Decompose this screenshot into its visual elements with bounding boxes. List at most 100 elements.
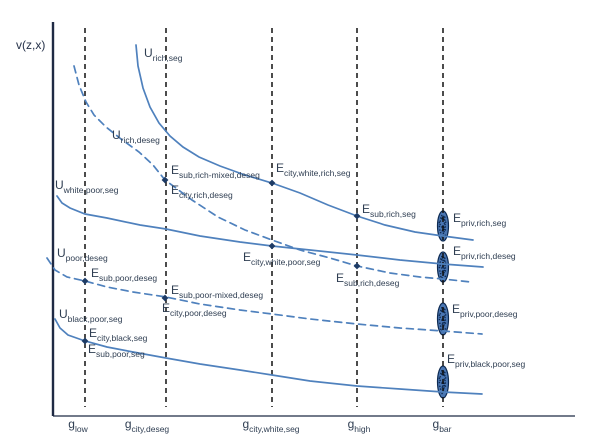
curve-label-u-black-poor-seg: Ublack,poor,seg [59, 307, 123, 324]
ellipse-stipple-dot [440, 328, 442, 331]
ellipse-stipple-dot [444, 226, 447, 228]
ellipse-stipple-dot [444, 328, 447, 330]
ellipse-stipple-dot [440, 217, 442, 219]
ellipse-stipple-dot [444, 322, 447, 324]
ellipse-stipple-dot [439, 220, 442, 222]
ellipse-stipple-dot [439, 385, 441, 388]
point-label-e-sub-poor-deseg: Esub,poor,deseg [91, 266, 158, 283]
equilibrium-point-marker [81, 277, 89, 285]
ellipse-stipple-dot [443, 230, 445, 233]
ellipse-stipple-dot [444, 257, 446, 259]
curve-u-black-poor-seg [54, 318, 483, 395]
ellipse-stipple-dot [443, 315, 446, 317]
ellipse-stipple-dot [444, 379, 446, 382]
curve-label-u-rich-deseg: Urich,deseg [112, 128, 160, 145]
equilibrium-point-marker [353, 262, 361, 270]
ellipse-stipple-dot [440, 258, 442, 260]
point-label-e-priv-black-poor-seg: Epriv,black,poor,seg [447, 352, 526, 369]
ellipse-stipple-dot [439, 223, 441, 226]
point-label-e-city-black-seg: Ecity,black,seg [89, 326, 148, 343]
x-tick-g-bar: gbar [432, 417, 452, 434]
ellipse-stipple-dot [441, 319, 443, 321]
ellipse-stipple-dot [444, 382, 447, 384]
ellipse-stipple-dot [439, 272, 442, 275]
point-label-e-sub-rich-deseg: Esub,rich,deseg [336, 271, 400, 288]
x-tick-g-low: glow [68, 417, 88, 434]
ellipse-stipple-dot [444, 314, 447, 316]
ellipse-stipple-dot [442, 322, 444, 324]
ellipse-stipple-dot [444, 275, 447, 278]
ellipse-stipple-dot [444, 223, 446, 226]
x-tick-g-city-white-seg: gcity,white,seg [242, 417, 300, 434]
ellipse-stipple-dot [438, 266, 441, 269]
point-label-e-priv-rich-seg: Epriv,rich,seg [453, 211, 507, 228]
point-label-e-sub-rich-mixed-deseg: Esub,rich-mixed,deseg [171, 163, 260, 180]
ellipse-stipple-dot [441, 226, 443, 228]
ellipse-stipple-dot [441, 386, 444, 388]
equilibrium-point-marker [353, 212, 361, 220]
equilibrium-point-marker [161, 176, 169, 184]
ellipse-stipple-dot [440, 309, 442, 312]
ellipse-stipple-dot [444, 267, 447, 269]
ellipse-stipple-dot [439, 261, 442, 263]
ellipse-stipple-dot [439, 388, 442, 390]
ellipse-stipple-dot [444, 270, 447, 272]
ellipse-stipple-dot [438, 318, 441, 321]
ellipse-stipple-dot [442, 232, 445, 235]
ellipse-stipple-dot [444, 219, 446, 221]
ellipse-stipple-dot [439, 231, 442, 234]
ellipse-stipple-dot [442, 215, 445, 218]
ellipse-stipple-dot [439, 270, 441, 272]
ellipse-stipple-dot [444, 316, 446, 319]
ellipse-stipple-dot [443, 378, 446, 380]
point-label-e-city-white-poor-seg: Ecity,white,poor,seg [243, 250, 321, 267]
ellipse-stipple-dot [444, 371, 446, 374]
ellipse-stipple-dot [444, 377, 447, 379]
ellipse-stipple-dot [444, 260, 446, 262]
ellipse-stipple-dot [443, 222, 446, 224]
x-tick-g-high: ghigh [347, 417, 371, 434]
point-label-e-sub-poor-seg: Esub,poor,seg [88, 342, 145, 359]
ellipse-stipple-dot [438, 381, 441, 384]
point-label-e-city-poor-deseg: Ecity,poor,deseg [162, 301, 227, 318]
ellipse-stipple-dot [439, 322, 441, 325]
ellipse-stipple-dot [438, 221, 441, 224]
point-label-e-priv-poor-deseg: Epriv,poor,deseg [452, 302, 518, 319]
curve-label-u-poor-deseg: Upoor,deseg [57, 246, 108, 263]
curve-u-rich-deseg [73, 65, 472, 283]
ellipse-stipple-dot [441, 392, 443, 395]
ellipse-stipple-dot [439, 375, 442, 378]
ellipse-stipple-dot [440, 275, 442, 278]
ellipse-stipple-dot [438, 377, 441, 380]
point-label-e-city-white-rich-seg: Ecity,white,rich,seg [276, 161, 351, 178]
ellipse-stipple-dot [440, 307, 443, 309]
ellipse-stipple-dot [440, 372, 442, 375]
curve-label-u-rich-seg: Urich,seg [144, 46, 183, 63]
ellipse-stipple-dot [443, 267, 445, 270]
ellipse-stipple-dot [439, 325, 442, 327]
ellipse-stipple-dot [440, 255, 443, 258]
ellipse-stipple-dot [439, 379, 441, 382]
ellipse-stipple-dot [444, 385, 447, 387]
ellipse-stipple-dot [444, 308, 446, 311]
curve-u-rich-seg [135, 44, 474, 241]
ellipse-stipple-dot [438, 314, 441, 317]
ellipse-stipple-dot [444, 319, 447, 321]
equilibrium-point-marker [161, 294, 169, 302]
point-label-e-city-rich-deseg: Ecity,rich,deseg [171, 183, 233, 200]
ellipse-stipple-dot [444, 229, 447, 231]
ellipse-stipple-dot [444, 216, 446, 218]
ellipse-stipple-dot [439, 316, 441, 319]
ellipse-stipple-dot [441, 382, 443, 384]
y-axis-label: v(z,x) [16, 38, 45, 51]
curve-u-poor-deseg [46, 257, 483, 335]
ellipse-stipple-dot [438, 225, 441, 228]
ellipse-stipple-dot [440, 214, 443, 217]
ellipse-stipple-dot [441, 323, 444, 325]
curve-u-white-poor-seg [56, 195, 484, 268]
ellipse-stipple-dot [439, 229, 441, 231]
label-main: v(z,x) [16, 38, 46, 52]
equilibrium-point-marker [268, 179, 276, 187]
